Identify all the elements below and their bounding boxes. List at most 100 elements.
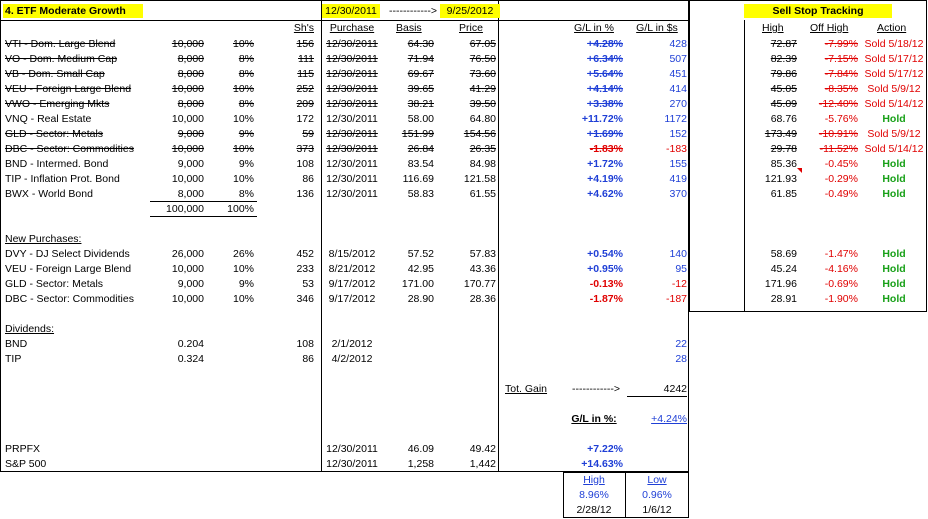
dividend-name: BND	[5, 338, 28, 350]
total-amount: 100,000	[166, 203, 204, 215]
holding-name: VWO - Emerging Mkts	[5, 98, 110, 110]
purchase-gl-pct: +0.95%	[587, 263, 623, 275]
purchase-price: 57.83	[469, 248, 496, 260]
col-shares: Sh's	[293, 22, 314, 34]
purchase-gl-usd: 140	[669, 248, 687, 260]
holding-gl-usd: 419	[669, 173, 687, 185]
date-column-divider	[321, 0, 322, 472]
holding-date: 12/30/2011	[326, 158, 378, 170]
comment-indicator-icon[interactable]	[797, 168, 802, 173]
purchase-action: Hold	[882, 263, 906, 275]
holding-shares: 136	[296, 188, 314, 200]
dividend-gl-usd: 28	[675, 353, 687, 365]
holding-gl-usd: 414	[669, 83, 687, 95]
holding-action: Sold 5/9/12	[867, 83, 921, 95]
purchase-shares: 233	[296, 263, 314, 275]
holding-gl-pct: -1.83%	[589, 143, 623, 155]
benchmark-gl-pct: +14.63%	[581, 458, 623, 470]
holding-date: 12/30/2011	[326, 173, 378, 185]
purchase-date: 8/15/2012	[328, 248, 376, 260]
holding-action: Hold	[882, 188, 906, 200]
holding-name: DBC - Sector: Commodities	[5, 143, 134, 155]
benchmark-price: 1,442	[469, 458, 496, 470]
holding-basis: 64.30	[407, 38, 434, 50]
benchmark-name: PRPFX	[5, 443, 41, 455]
holding-shares: 115	[297, 68, 314, 80]
purchase-off-high: -4.16%	[824, 263, 858, 275]
holding-high: 82.39	[770, 53, 797, 65]
holding-name: VB - Dom. Small Cap	[5, 68, 105, 80]
holding-price: 41.29	[469, 83, 496, 95]
dividend-shares: 86	[302, 353, 314, 365]
holding-shares: 172	[296, 113, 314, 125]
end-date: 9/25/2012	[440, 4, 500, 18]
benchmark-price: 49.42	[469, 443, 496, 455]
high-date: 2/28/12	[576, 504, 612, 516]
holding-name: VO - Dom. Medium Cap	[5, 53, 118, 65]
start-date: 12/30/2011	[322, 4, 380, 18]
holding-price: 154.56	[463, 128, 496, 140]
holding-pct: 10%	[232, 143, 254, 155]
purchase-high: 45.24	[770, 263, 797, 275]
main-table-border	[0, 0, 689, 472]
purchase-off-high: -1.90%	[824, 293, 858, 305]
holding-off-high: -7.99%	[824, 38, 858, 50]
holding-gl-pct: +4.19%	[587, 173, 623, 185]
purchase-amount: 10,000	[171, 293, 204, 305]
holding-amount: 8,000	[177, 188, 204, 200]
holding-amount: 9,000	[177, 128, 204, 140]
purchase-action: Hold	[882, 278, 906, 290]
col-basis: Basis	[396, 22, 422, 34]
price-column-divider	[498, 0, 499, 472]
new-purchases-label: New Purchases:	[5, 233, 82, 245]
tot-gain-arrow: ------------>	[571, 383, 621, 395]
holding-high: 121.93	[764, 173, 797, 185]
holding-high: 173.49	[764, 128, 797, 140]
holding-price: 121.58	[463, 173, 496, 185]
tot-gain-label: Tot. Gain	[505, 383, 548, 395]
holding-shares: 108	[296, 158, 314, 170]
dividend-amount: 0.204	[177, 338, 204, 350]
holding-pct: 10%	[232, 113, 254, 125]
holding-action: Sold 5/18/12	[864, 38, 924, 50]
high-column-divider	[744, 20, 745, 312]
purchase-basis: 28.90	[407, 293, 434, 305]
holding-amount: 8,000	[177, 68, 204, 80]
holding-pct: 10%	[232, 83, 254, 95]
holding-gl-usd: 428	[669, 38, 687, 50]
holding-high: 29.78	[770, 143, 797, 155]
high-value: 8.96%	[579, 489, 609, 501]
holding-gl-pct: +4.28%	[587, 38, 623, 50]
purchase-gl-usd: -187	[665, 293, 687, 305]
holding-gl-usd: 152	[669, 128, 687, 140]
holding-gl-usd: 507	[669, 53, 687, 65]
holding-price: 39.50	[469, 98, 496, 110]
holding-high: 79.86	[770, 68, 797, 80]
high-low-box	[563, 472, 689, 518]
holding-amount: 10,000	[171, 38, 204, 50]
purchase-amount: 10,000	[171, 263, 204, 275]
purchase-off-high: -1.47%	[824, 248, 858, 260]
purchase-gl-pct: +0.54%	[587, 248, 623, 260]
purchase-high: 171.96	[764, 278, 797, 290]
holding-high: 45.05	[770, 83, 797, 95]
benchmark-name: S&P 500	[5, 458, 47, 470]
holding-action: Hold	[882, 173, 906, 185]
purchase-price: 170.77	[463, 278, 496, 290]
benchmark-date: 12/30/2011	[326, 458, 378, 470]
holding-price: 67.05	[469, 38, 496, 50]
holding-pct: 8%	[238, 98, 254, 110]
holding-gl-pct: +5.64%	[587, 68, 623, 80]
dividend-gl-usd: 22	[675, 338, 687, 350]
holding-pct: 8%	[238, 53, 254, 65]
col-gl-pct: G/L in %	[574, 22, 614, 34]
benchmark-basis: 1,258	[407, 458, 434, 470]
purchase-name: GLD - Sector: Metals	[5, 278, 104, 290]
holding-amount: 8,000	[177, 98, 204, 110]
purchase-action: Hold	[882, 248, 906, 260]
gl-pct-value: +4.24%	[651, 413, 687, 425]
holding-gl-pct: +1.72%	[587, 158, 623, 170]
totals-top-rule	[150, 201, 257, 202]
holding-pct: 8%	[238, 188, 254, 200]
holding-date: 12/30/2011	[326, 38, 378, 50]
